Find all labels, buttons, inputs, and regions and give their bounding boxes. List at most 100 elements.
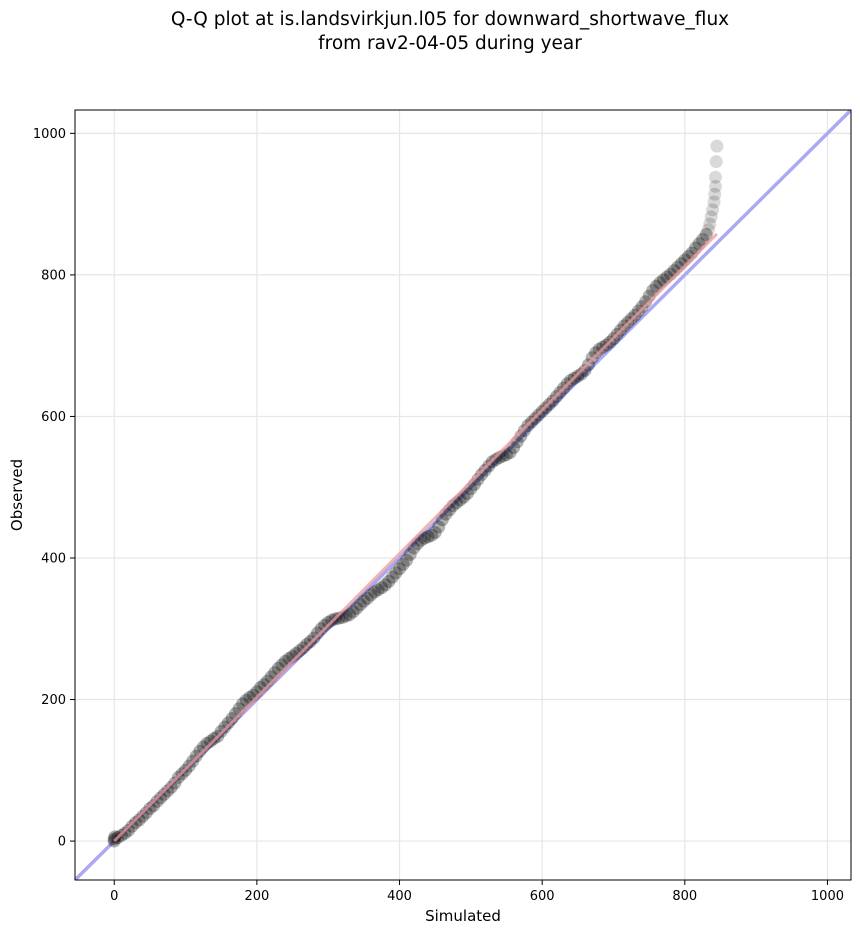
quantile-point <box>218 720 232 734</box>
quantile-point <box>300 637 314 651</box>
quantile-point <box>132 813 146 827</box>
quantile-point <box>225 712 239 726</box>
quantile-point <box>403 547 417 561</box>
y-tick-label: 400 <box>41 551 66 566</box>
quantile-point <box>150 794 164 808</box>
quantile-point <box>639 295 653 309</box>
quantile-point <box>357 594 371 608</box>
y-axis-label: Observed <box>8 459 26 531</box>
quantile-point <box>164 780 178 794</box>
x-tick-label: 600 <box>530 889 555 904</box>
quantile-point <box>161 784 175 798</box>
x-tick-label: 1000 <box>811 889 844 904</box>
quantile-point <box>592 342 606 356</box>
grid-lines <box>75 110 851 880</box>
quantile-point <box>574 367 588 381</box>
quantile-point <box>346 605 360 619</box>
quantile-point <box>385 570 399 584</box>
quantile-point <box>635 300 649 314</box>
quantile-point <box>321 615 335 629</box>
quantile-point <box>189 749 203 763</box>
quantile-point <box>118 826 132 840</box>
y-tick-label: 0 <box>58 835 66 850</box>
quantile-point <box>143 802 157 816</box>
quantile-point <box>708 187 722 201</box>
quantile-point <box>435 513 449 527</box>
quantile-point <box>196 740 210 754</box>
quantile-point <box>293 644 307 658</box>
quantile-point <box>709 155 723 169</box>
quantile-point <box>389 566 403 580</box>
quantile-point <box>364 588 378 602</box>
chart-title-line-1: Q-Q plot at is.landsvirkjun.l05 for down… <box>171 9 729 30</box>
quantile-point <box>710 139 724 153</box>
quantile-point <box>200 736 214 750</box>
quantile-point <box>204 734 218 748</box>
quantile-point <box>289 647 303 661</box>
fit-line <box>113 232 718 843</box>
quantile-point <box>378 578 392 592</box>
quantile-point <box>157 787 171 801</box>
y-tick-label: 800 <box>41 268 66 283</box>
quantile-point <box>478 463 492 477</box>
quantile-point <box>168 776 182 790</box>
quantile-point <box>193 744 207 758</box>
quantile-point <box>382 574 396 588</box>
quantile-point <box>578 363 592 377</box>
quantile-point <box>417 531 431 545</box>
quantile-point <box>503 446 517 460</box>
chart-title-line-2: from rav2-04-05 during year <box>318 33 582 54</box>
quantile-point <box>296 641 310 655</box>
quantile-point <box>649 279 663 293</box>
quantile-point <box>368 585 382 599</box>
quantile-point <box>517 424 531 438</box>
quantile-point <box>353 598 367 612</box>
quantile-point <box>146 799 160 813</box>
quantile-point <box>500 448 514 462</box>
quantile-point <box>360 591 374 605</box>
y-axis-ticks: 0 200 400 600 800 1000 <box>33 127 75 850</box>
quantile-point <box>108 830 122 844</box>
quantile-point <box>129 816 143 830</box>
quantile-point <box>121 823 135 837</box>
x-tick-label: 200 <box>244 889 269 904</box>
quantile-point <box>350 601 364 615</box>
quantile-point <box>699 228 713 242</box>
quantile-point <box>704 210 718 224</box>
y-tick-label: 200 <box>41 693 66 708</box>
quantile-point <box>482 459 496 473</box>
quantile-point <box>653 276 667 290</box>
quantile-point <box>375 581 389 595</box>
quantile-point <box>696 233 710 247</box>
quantile-point <box>139 806 153 820</box>
quantile-point <box>425 528 439 542</box>
y-tick-label: 1000 <box>33 127 66 142</box>
quantile-point <box>432 520 446 534</box>
quantile-point <box>154 791 168 805</box>
plot-frame <box>74 109 852 881</box>
quantile-point <box>703 217 717 231</box>
quantile-point <box>332 611 346 625</box>
x-axis-label: Simulated <box>425 907 501 925</box>
quantile-point <box>396 557 410 571</box>
y-tick-label: 600 <box>41 410 66 425</box>
quantile-point <box>589 346 603 360</box>
quantile-point <box>393 562 407 576</box>
quantile-point <box>707 195 721 209</box>
x-tick-label: 400 <box>387 889 412 904</box>
quantile-point <box>475 467 489 481</box>
quantile-point <box>421 530 435 544</box>
quantile-point <box>318 618 332 632</box>
quantile-point <box>343 608 357 622</box>
quantile-point <box>136 809 150 823</box>
quantile-point <box>706 203 720 217</box>
quantile-point <box>125 819 139 833</box>
quantile-point <box>489 453 503 467</box>
quantile-point <box>400 553 414 567</box>
quantile-point <box>701 223 715 237</box>
quantile-point <box>314 622 328 636</box>
x-axis-ticks: 0 200 400 600 800 1000 <box>110 880 844 904</box>
quantile-point <box>708 179 722 193</box>
